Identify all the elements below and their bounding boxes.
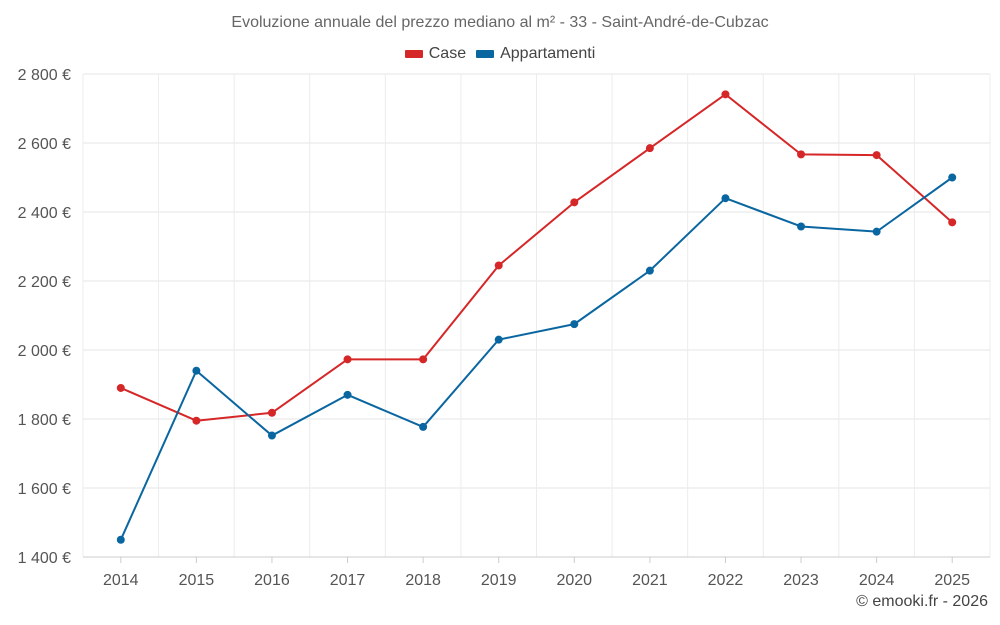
x-tick-label: 2016	[254, 572, 290, 589]
series-line-appartamenti	[119, 176, 953, 541]
data-point-appartamenti	[948, 173, 957, 182]
data-point-appartamenti	[494, 335, 503, 344]
data-point-case	[872, 151, 881, 160]
data-point-case	[797, 150, 806, 159]
legend-label-appartamenti: Appartamenti	[500, 45, 596, 62]
data-point-case	[419, 355, 428, 364]
data-point-appartamenti	[192, 366, 201, 375]
legend-swatch-case	[404, 50, 423, 58]
chart-title: Evoluzione annuale del prezzo mediano al…	[231, 14, 769, 31]
data-point-appartamenti	[645, 266, 654, 275]
data-point-appartamenti	[570, 320, 579, 329]
x-tick-label: 2024	[859, 572, 895, 589]
data-point-case	[721, 90, 730, 99]
x-tick-label: 2017	[330, 572, 366, 589]
data-point-case	[494, 261, 503, 270]
y-tick-label: 2 000 €	[18, 343, 71, 360]
x-tick-label: 2020	[556, 572, 592, 589]
legend-swatch-appartamenti	[476, 50, 495, 58]
data-point-case	[116, 383, 125, 392]
y-tick-label: 2 200 €	[18, 274, 71, 291]
data-point-case	[948, 218, 957, 227]
x-tick-label: 2025	[934, 572, 970, 589]
y-tick-label: 2 600 €	[18, 136, 71, 153]
data-point-appartamenti	[872, 227, 881, 236]
x-tick-label: 2014	[103, 572, 139, 589]
y-tick-label: 1 800 €	[18, 412, 71, 429]
x-tick-label: 2023	[783, 572, 819, 589]
y-tick-label: 2 400 €	[18, 205, 71, 222]
legend-item-appartamenti[interactable]: Appartamenti	[476, 45, 595, 63]
x-tick-label: 2018	[405, 572, 441, 589]
x-tick-label: 2021	[632, 572, 668, 589]
y-tick-label: 2 800 €	[18, 67, 71, 84]
data-point-case	[645, 144, 654, 153]
data-point-appartamenti	[419, 422, 428, 431]
data-point-case	[192, 416, 201, 425]
data-point-appartamenti	[267, 431, 276, 440]
data-point-case	[570, 198, 579, 207]
copyright-credit: © emooki.fr - 2026	[856, 593, 988, 610]
data-point-appartamenti	[797, 222, 806, 231]
y-tick-label: 1 400 €	[18, 550, 71, 567]
x-tick-label: 2019	[481, 572, 517, 589]
data-point-appartamenti	[721, 194, 730, 203]
series-line-case	[120, 93, 953, 422]
data-point-appartamenti	[116, 535, 125, 544]
x-tick-label: 2022	[708, 572, 744, 589]
legend-label-case: Case	[428, 45, 467, 62]
chart-legend: Case Appartamenti	[0, 45, 1000, 63]
y-tick-label: 1 600 €	[18, 481, 71, 498]
data-point-case	[343, 355, 352, 364]
x-tick-label: 2015	[179, 572, 215, 589]
data-point-appartamenti	[343, 390, 352, 399]
data-point-case	[267, 408, 276, 417]
legend-item-case[interactable]: Case	[404, 45, 467, 63]
